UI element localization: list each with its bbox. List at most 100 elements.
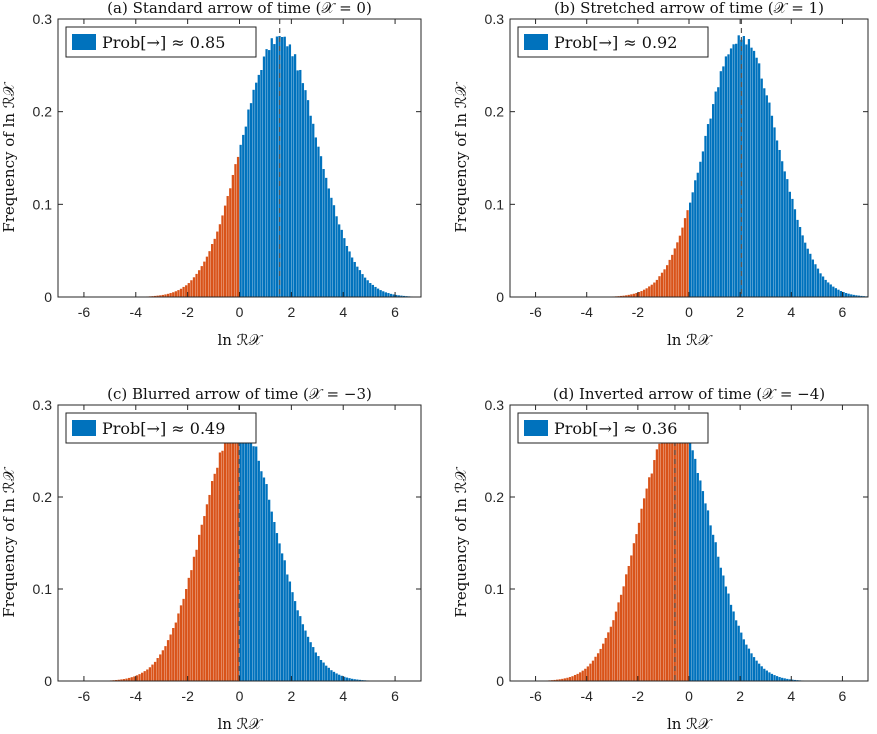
- bar-negative: [625, 574, 628, 681]
- bar-positive: [712, 534, 715, 681]
- bar-negative: [630, 555, 633, 681]
- x-tick-label: 4: [339, 304, 347, 320]
- y-axis-label: Frequency of ln ℛ𝒳: [0, 466, 18, 617]
- x-tick-label: 0: [685, 304, 693, 320]
- bar-positive: [249, 434, 253, 681]
- bar-positive: [709, 525, 712, 681]
- bar-positive: [262, 56, 266, 298]
- legend-text: Prob[→] ≈ 0.49: [102, 419, 225, 438]
- bar-negative: [143, 671, 146, 681]
- bar-positive: [704, 135, 707, 297]
- bar-positive: [291, 592, 294, 681]
- bar-positive: [788, 191, 791, 297]
- bar-negative: [627, 565, 630, 681]
- bar-positive: [325, 665, 328, 681]
- bar-positive: [729, 48, 733, 297]
- bar-positive: [714, 542, 717, 681]
- bar-positive: [340, 229, 343, 297]
- bar-negative: [187, 577, 190, 681]
- bar-positive: [732, 44, 735, 297]
- x-tick-label: 6: [839, 688, 847, 704]
- y-axis-label: Frequency of ln ℛ𝒳: [452, 466, 470, 617]
- bar-negative: [625, 295, 628, 297]
- bar-negative: [130, 677, 133, 681]
- bar-positive: [335, 216, 338, 297]
- bar-negative: [177, 613, 180, 681]
- bar-positive: [340, 675, 343, 681]
- bar-positive: [286, 574, 289, 681]
- bar-negative: [135, 675, 139, 681]
- bar-negative: [159, 295, 162, 297]
- bar-positive: [350, 257, 354, 297]
- bar-positive: [304, 630, 307, 681]
- bar-positive: [247, 109, 250, 298]
- bar-positive: [348, 251, 351, 297]
- bar-positive: [745, 644, 748, 681]
- bar-positive: [793, 209, 797, 297]
- bar-positive: [821, 276, 825, 297]
- bar-positive: [255, 82, 258, 297]
- bar-positive: [735, 43, 738, 297]
- bar-negative: [686, 436, 689, 681]
- bar-positive: [763, 668, 766, 681]
- x-axis-label: ln ℛ𝒳: [667, 715, 713, 733]
- bar-positive: [735, 620, 738, 681]
- bar-negative: [630, 294, 633, 297]
- bar-positive: [330, 670, 333, 681]
- bar-positive: [706, 510, 710, 681]
- bar-positive: [791, 198, 794, 297]
- bar-positive: [371, 284, 375, 297]
- bar-positive: [852, 294, 855, 297]
- bar-negative: [660, 272, 664, 297]
- bar-positive: [338, 674, 341, 681]
- bar-positive: [369, 283, 372, 297]
- bar-negative: [671, 254, 674, 297]
- bar-positive: [255, 446, 258, 681]
- bar-positive: [857, 295, 861, 297]
- bar-negative: [599, 648, 602, 681]
- bar-negative: [632, 543, 635, 681]
- bar-negative: [609, 626, 612, 681]
- bar-positive: [288, 44, 292, 297]
- bar-positive: [701, 151, 705, 297]
- bar-negative: [182, 286, 185, 297]
- bar-positive: [727, 54, 730, 297]
- bar-negative: [177, 290, 180, 297]
- bar-negative: [655, 279, 659, 297]
- bar-negative: [650, 473, 653, 681]
- bar-positive: [701, 491, 705, 681]
- bar-positive: [727, 593, 730, 681]
- bar-negative: [650, 284, 653, 297]
- bar-positive: [747, 39, 751, 297]
- x-tick-label: 6: [839, 304, 847, 320]
- bar-positive: [765, 670, 768, 681]
- bar-positive: [314, 652, 317, 681]
- bar-negative: [640, 291, 643, 297]
- y-tick-label: 0.3: [485, 11, 505, 27]
- bar-negative: [236, 156, 240, 297]
- bar-positive: [719, 71, 722, 297]
- bar-positive: [283, 560, 286, 681]
- bar-positive: [837, 289, 840, 297]
- bar-positive: [742, 639, 745, 681]
- bar-positive: [397, 295, 400, 297]
- y-tick-label: 0.1: [33, 196, 53, 212]
- bar-positive: [796, 219, 799, 297]
- bar-positive: [301, 624, 305, 681]
- bar-negative: [190, 280, 193, 297]
- bar-positive: [722, 66, 725, 298]
- bar-negative: [221, 450, 224, 681]
- bar-negative: [676, 423, 679, 681]
- bar-positive: [275, 36, 279, 298]
- bar-positive: [335, 673, 338, 681]
- bar-positive: [758, 663, 761, 681]
- bar-positive: [242, 420, 245, 681]
- bar-negative: [635, 293, 638, 297]
- bar-negative: [210, 481, 214, 681]
- bar-negative: [665, 424, 669, 681]
- bar-negative: [122, 679, 126, 681]
- bar-positive: [834, 288, 838, 297]
- x-axis-label: ln ℛ𝒳: [667, 331, 713, 349]
- bar-positive: [824, 279, 827, 297]
- bar-positive: [832, 286, 835, 297]
